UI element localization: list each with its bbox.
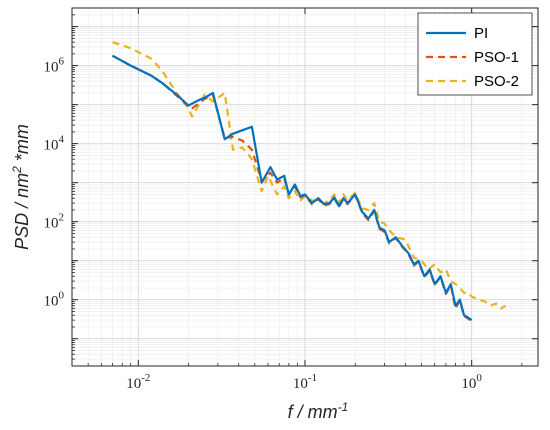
y-tick-label: 106 <box>44 56 65 76</box>
legend-box <box>417 12 533 96</box>
x-axis-label: f / mm-1 <box>288 400 349 422</box>
y-tick-label: 100 <box>44 290 65 310</box>
y-axis-label: PSD / nm2 *mm <box>10 124 32 250</box>
x-tick-label: 10-1 <box>293 372 317 392</box>
legend: PI PSO-1 PSO-2 <box>417 12 533 96</box>
x-tick-label: 10-2 <box>126 372 150 392</box>
legend-label-pso-1: PSO-1 <box>474 49 519 66</box>
x-tick-label: 100 <box>461 372 482 392</box>
series-line-pso-2 <box>112 41 507 310</box>
legend-label-pi: PI <box>474 25 488 42</box>
legend-label-pso-2: PSO-2 <box>474 73 519 90</box>
series-layer <box>111 41 507 323</box>
y-tick-labels: 100 102 104 106 <box>44 56 65 310</box>
y-tick-label: 102 <box>44 212 65 232</box>
y-tick-label: 104 <box>44 134 65 154</box>
series-line-pi <box>111 54 473 322</box>
x-tick-labels: 10-2 10-1 100 <box>126 372 482 392</box>
